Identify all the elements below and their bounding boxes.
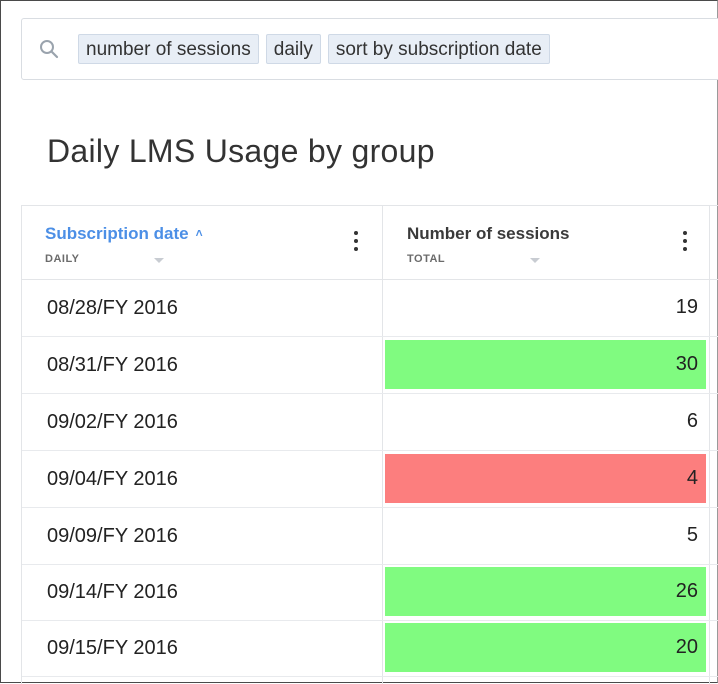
table-row[interactable]: 08/28/FY 2016 19 [22,280,718,337]
sessions-cell: 5 [686,524,698,546]
column-divider [709,206,710,684]
sessions-cell: 30 [385,340,706,389]
sort-ascending-icon[interactable]: ˄ [195,226,203,240]
sessions-cell: 20 [385,623,706,672]
sessions-cell: 4 [385,454,706,503]
search-token[interactable]: sort by subscription date [327,34,550,64]
date-cell: 09/04/FY 2016 [47,468,178,490]
sessions-cell: 6 [686,410,698,432]
column-header-subscription-date[interactable]: Subscription date ˄ DAILY [22,206,382,279]
table-row[interactable]: 09/09/FY 2016 5 [22,508,718,565]
sessions-cell: 19 [675,296,698,318]
search-token[interactable]: number of sessions [78,34,259,64]
table-row[interactable]: 09/04/FY 2016 4 [22,451,718,508]
date-cell: 09/02/FY 2016 [47,411,178,433]
table-row[interactable]: 09/14/FY 2016 26 [22,564,718,621]
search-token[interactable]: daily [265,34,321,64]
column-menu-icon[interactable] [349,228,363,258]
column-divider [382,206,383,684]
date-cell: 08/28/FY 2016 [47,297,178,319]
column-aggregation-label[interactable]: DAILY [45,253,80,265]
sessions-cell: 26 [385,567,706,616]
date-cell: 09/15/FY 2016 [47,637,178,659]
date-cell: 09/14/FY 2016 [47,581,178,603]
chevron-down-icon[interactable] [530,258,540,263]
table-row[interactable]: 08/31/FY 2016 30 [22,337,718,394]
page-title: Daily LMS Usage by group [47,133,435,169]
column-header-number-of-sessions[interactable]: Number of sessions TOTAL [383,206,709,279]
search-tokens: number of sessions daily sort by subscri… [78,34,550,64]
date-cell: 09/09/FY 2016 [47,525,178,547]
column-title[interactable]: Subscription date ˄ [45,224,203,243]
date-cell: 08/31/FY 2016 [47,354,178,376]
search-icon [40,40,59,59]
table-row[interactable]: 09/02/FY 2016 6 [22,394,718,451]
chevron-down-icon[interactable] [154,258,164,263]
search-bar[interactable]: number of sessions daily sort by subscri… [21,18,718,80]
table-header: Subscription date ˄ DAILY Number of sessi… [22,206,718,280]
column-menu-icon[interactable] [678,228,692,258]
column-aggregation-label[interactable]: TOTAL [407,253,446,265]
data-table: Subscription date ˄ DAILY Number of sessi… [21,205,718,684]
column-title[interactable]: Number of sessions [407,224,570,243]
table-row[interactable]: 09/15/FY 2016 20 [22,620,718,677]
